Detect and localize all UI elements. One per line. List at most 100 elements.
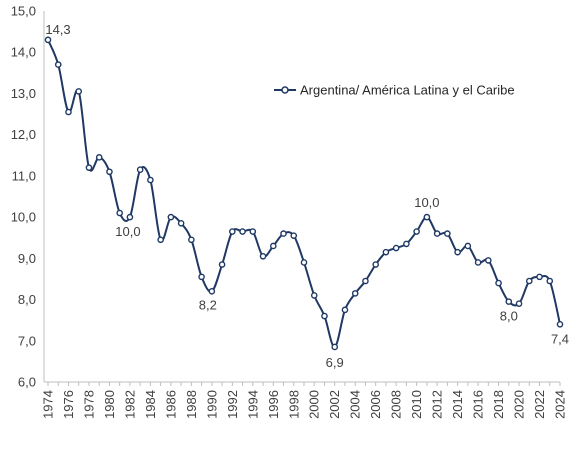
y-tick-label: 15,0 [11,4,36,19]
data-point [75,88,83,95]
data-point [505,298,513,305]
y-tick-label: 14,0 [11,45,36,60]
y-tick-label: 13,0 [11,86,36,101]
data-point [229,228,236,235]
x-tick-label: 2024 [553,390,568,419]
x-tick-label: 2008 [389,390,404,419]
data-point [331,343,339,351]
data-point [249,228,257,235]
data-point [269,242,277,250]
data-point [198,273,205,281]
legend: Argentina/ América Latina y el Caribe [274,83,515,98]
data-point [433,230,441,237]
data-point [239,228,246,235]
data-point [382,248,390,256]
x-tick-label: 1994 [245,390,260,419]
data-point [341,306,349,314]
x-tick-label: 1976 [61,390,76,419]
data-point [474,259,482,266]
data-point [280,230,287,237]
x-tick-label: 2018 [491,390,506,419]
data-label: 7,4 [551,331,569,346]
x-tick-label: 1988 [184,390,199,419]
data-point [85,164,93,171]
data-point [321,312,328,320]
x-tick-label: 1974 [41,390,56,419]
legend-marker [281,86,289,94]
data-point [65,108,72,116]
data-point [485,257,492,264]
x-tick-label: 2004 [348,390,363,419]
y-tick-label: 10,0 [11,210,36,225]
data-point [208,288,216,295]
x-tick-label: 1978 [81,390,96,419]
data-point [403,240,410,248]
x-tick-label: 2000 [307,390,322,419]
x-tick-label: 1984 [143,390,158,419]
x-tick-label: 2012 [430,390,445,419]
x-tick-label: 2016 [471,390,486,419]
data-point [95,154,103,161]
data-point [126,213,134,221]
data-point [351,290,359,297]
data-point [157,236,164,244]
x-axis: 1974 1976 1978 1980 1982 1984 1986 1988 1990 1992… [41,381,568,419]
y-tick-label: 12,0 [11,127,36,142]
x-tick-label: 2002 [327,390,342,419]
data-label: 14,3 [45,22,70,37]
data-point [525,277,533,285]
x-tick-label: 2006 [368,390,383,419]
x-tick-label: 1998 [286,390,301,419]
data-point [218,261,226,268]
data-point [147,176,154,184]
annotation-layer: 14,3 10,0 8,2 6,9 10,0 8,0 7,4 [45,22,569,370]
y-tick-label: 7,0 [18,333,36,348]
data-point [444,230,451,237]
data-point [106,168,113,176]
data-label: 10,0 [414,195,439,210]
y-tick-label: 11,0 [12,168,36,183]
data-point [392,244,400,252]
data-point [167,213,175,221]
data-point [116,209,123,217]
y-tick-label: 8,0 [18,292,36,307]
data-label: 8,0 [500,309,518,324]
data-label: 6,9 [326,355,344,370]
x-tick-label: 2022 [532,390,547,419]
x-tick-label: 1980 [102,390,117,419]
data-point [464,242,472,250]
x-tick-label: 2010 [409,390,424,419]
data-label: 8,2 [199,297,217,312]
y-tick-label: 9,0 [18,251,36,266]
legend-label: Argentina/ América Latina y el Caribe [300,83,515,98]
data-point [136,166,144,174]
x-tick-label: 1990 [204,390,219,419]
data-point [177,219,185,227]
y-tick-label: 6,0 [18,375,36,390]
data-point [300,259,308,266]
x-tick-label: 1986 [163,390,178,419]
data-point [188,236,195,244]
data-point [54,61,62,68]
series-layer [44,36,564,351]
x-tick-label: 1982 [122,390,137,419]
data-point [495,279,502,287]
data-point [362,277,369,285]
data-point [259,252,267,260]
x-tick-label: 1996 [266,390,281,419]
data-label: 10,0 [115,224,140,239]
data-point [536,273,543,281]
x-tick-label: 2020 [512,390,527,419]
x-tick-label: 1992 [225,390,240,419]
data-point [413,228,420,235]
data-point [423,213,431,221]
data-point [44,36,52,44]
data-point [546,277,554,285]
data-point [454,248,461,256]
y-axis: 6,0 7,0 8,0 9,0 10,0 11,0 12,0 13,0 14,0 15,0 [11,4,45,390]
data-point [372,261,379,268]
data-point [290,232,298,239]
data-point [310,292,318,299]
data-point [556,320,564,328]
